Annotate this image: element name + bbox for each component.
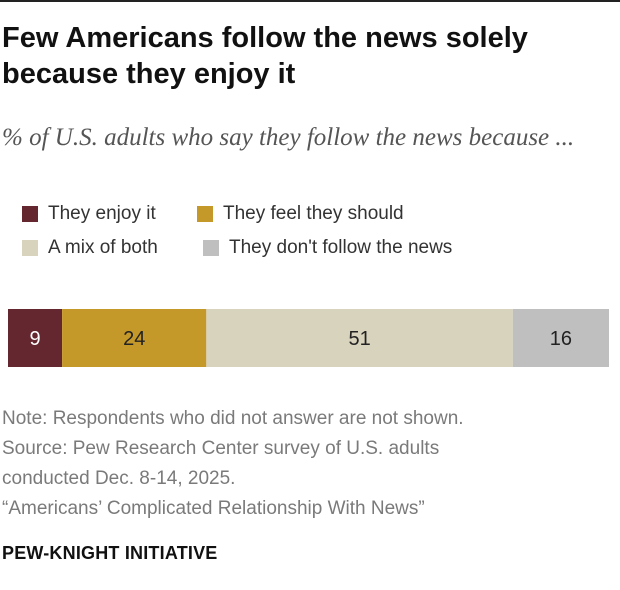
legend-label: They enjoy it <box>48 203 156 224</box>
brand-label: PEW-KNIGHT INITIATIVE <box>2 543 218 563</box>
data-label: 9 <box>29 328 40 350</box>
legend-item: They feel they should <box>197 203 404 225</box>
legend-item: They enjoy it <box>22 203 156 225</box>
data-label: 16 <box>550 328 572 350</box>
report-title: “Americans’ Complicated Relationship Wit… <box>2 498 425 519</box>
chart-title: Few Americans follow the news solely bec… <box>2 22 528 90</box>
legend-swatch <box>22 206 38 222</box>
data-label: 24 <box>123 328 145 350</box>
legend-swatch <box>197 206 213 222</box>
source-text-line1: Source: Pew Research Center survey of U.… <box>2 438 440 459</box>
legend-label: A mix of both <box>48 237 158 258</box>
top-rule <box>0 0 620 2</box>
note-text: Note: Respondents who did not answer are… <box>2 408 464 429</box>
legend-swatch <box>22 240 38 256</box>
data-label: 51 <box>348 328 370 350</box>
notes: Note: Respondents who did not answer are… <box>2 404 612 524</box>
bar-segment <box>512 309 609 367</box>
legend-label: They feel they should <box>223 203 404 224</box>
bar-segment <box>62 309 207 367</box>
bar-segment <box>206 309 513 367</box>
stacked-bar-chart: 9 24 51 16 <box>8 309 609 367</box>
legend-swatch <box>203 240 219 256</box>
chart-subtitle: % of U.S. adults who say they follow the… <box>2 124 575 151</box>
legend-item: They don't follow the news <box>203 237 452 259</box>
bar-segment <box>8 309 63 367</box>
source-text-line2: conducted Dec. 8-14, 2025. <box>2 468 236 489</box>
legend-label: They don't follow the news <box>229 237 453 258</box>
legend-item: A mix of both <box>22 237 158 259</box>
